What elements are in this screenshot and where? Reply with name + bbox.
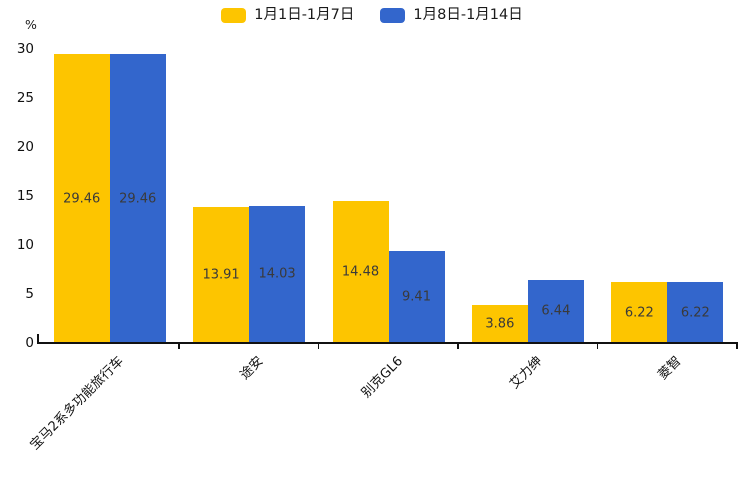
y-axis-tick-label-30: 30 <box>16 41 34 57</box>
y-axis-tick-label-10: 10 <box>16 237 34 253</box>
bar-value-label: 6.44 <box>541 303 571 319</box>
y-axis-tick-label-0: 0 <box>25 335 34 351</box>
y-axis-tick-label-25: 25 <box>16 90 34 106</box>
bar-value-label: 3.86 <box>485 316 515 332</box>
legend-swatch-week2 <box>380 7 406 23</box>
bar-series2-途安[interactable]: 14.03 <box>249 205 306 343</box>
legend-swatch-week1 <box>221 7 247 23</box>
x-axis-line <box>37 342 738 344</box>
bar-value-label: 6.22 <box>624 305 654 320</box>
bar-series1-别克GL6[interactable]: 14.48 <box>332 201 389 343</box>
y-axis-tick-label-20: 20 <box>16 139 34 155</box>
bar-value-label: 6.22 <box>680 305 710 320</box>
bar-value-label: 14.48 <box>341 264 380 280</box>
bar-value-label: 9.41 <box>402 289 431 305</box>
bar-series2-别克GL6[interactable]: 9.41 <box>388 250 445 343</box>
legend-item-week1[interactable]: 1月1日-1月7日 <box>221 7 354 23</box>
bar-series1-宝马2系多功能旅行车[interactable]: 29.46 <box>53 54 110 343</box>
bar-series2-艾力绅[interactable]: 6.44 <box>527 279 584 343</box>
bar-series2-菱智[interactable]: 6.22 <box>667 282 724 343</box>
legend-label-week2: 1月8日-1月14日 <box>413 7 523 23</box>
x-axis-tick-5 <box>736 343 738 349</box>
x-axis-tick-4 <box>596 343 599 349</box>
bar-series1-艾力绅[interactable]: 3.86 <box>471 305 528 343</box>
x-axis-label-艾力绅: 艾力绅 <box>507 353 546 393</box>
x-axis-label-途安: 途安 <box>237 353 267 383</box>
x-axis-label-别克GL6: 别克GL6 <box>358 353 406 401</box>
legend-label-week1: 1月1日-1月7日 <box>254 7 355 23</box>
bar-series2-宝马2系多功能旅行车[interactable]: 29.46 <box>109 54 166 343</box>
bar-value-label: 13.91 <box>202 267 240 283</box>
y-axis-tick-label-15: 15 <box>16 188 34 204</box>
x-axis-label-宝马2系多功能旅行车: 宝马2系多功能旅行车 <box>27 353 128 454</box>
x-axis-tick-2 <box>317 343 320 349</box>
x-axis-tick-1 <box>178 343 180 349</box>
bar-value-label: 29.46 <box>119 191 157 207</box>
bar-series1-途安[interactable]: 13.91 <box>193 206 250 343</box>
x-axis-tick-3 <box>457 343 459 349</box>
legend: 1月1日-1月7日 1月8日-1月14日 <box>0 7 744 23</box>
bar-value-label: 29.46 <box>63 191 101 207</box>
y-axis-unit-label: % <box>25 17 37 32</box>
axis-origin-tick <box>37 334 39 343</box>
x-axis-label-菱智: 菱智 <box>655 353 685 383</box>
y-axis-tick-label-5: 5 <box>25 286 34 302</box>
legend-item-week2[interactable]: 1月8日-1月14日 <box>380 7 523 23</box>
bar-series1-菱智[interactable]: 6.22 <box>611 282 668 343</box>
bar-value-label: 14.03 <box>258 266 296 282</box>
